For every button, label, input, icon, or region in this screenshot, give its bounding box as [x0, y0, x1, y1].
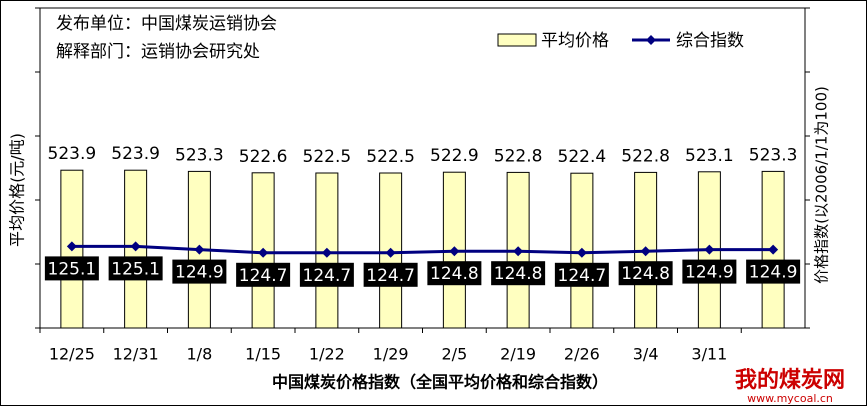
index-marker [385, 247, 396, 258]
legend-label: 综合指数 [676, 31, 744, 51]
label-box [618, 261, 673, 286]
index-marker [66, 241, 77, 252]
x-tick-label: 1/29 [373, 345, 409, 364]
y2-axis-title: 价格指数(以2006/1/1为100) [813, 86, 831, 284]
bar-value-label: 522.4 [558, 147, 607, 167]
index-value-label: 124.7 [303, 266, 352, 286]
bar-value-label: 522.6 [239, 147, 288, 167]
x-tick-label: 2/5 [442, 345, 468, 364]
label-box [172, 259, 227, 284]
bar-value-label: 523.9 [48, 144, 97, 164]
index-marker [321, 247, 332, 258]
header-line: 发布单位：中国煤炭运销协会 [56, 14, 277, 34]
x-tick-label: 1/22 [309, 345, 345, 364]
index-marker [130, 241, 141, 252]
index-value-label: 125.1 [48, 259, 97, 279]
x-tick-label: 1/8 [187, 345, 213, 364]
bar-value-label: 522.8 [621, 146, 670, 166]
index-value-label: 124.8 [494, 264, 543, 284]
bar-value-label: 522.5 [303, 147, 352, 167]
header-line: 解释部门：运销协会研究处 [56, 42, 260, 62]
index-marker [194, 244, 205, 255]
x-tick-label: 2/19 [500, 345, 536, 364]
index-marker [640, 246, 651, 257]
watermark-url: www.mycoal.cn [747, 392, 833, 405]
index-value-label: 124.7 [239, 266, 288, 286]
x-tick-label: 3/4 [633, 345, 659, 364]
index-value-label: 124.9 [685, 263, 734, 283]
index-line [71, 244, 774, 255]
x-tick-label: 1/15 [245, 345, 281, 364]
label-box [682, 259, 737, 284]
index-marker [768, 244, 779, 255]
bar-value-label: 522.8 [494, 146, 543, 166]
bar-value-label: 523.3 [749, 145, 798, 165]
label-box [363, 262, 418, 287]
x-axis-title: 中国煤炭价格指数（全国平均价格和综合指数） [272, 373, 608, 392]
label-box [427, 261, 482, 286]
index-marker [258, 247, 269, 258]
x-tick-label: 12/25 [49, 345, 95, 364]
index-value-label: 124.8 [430, 264, 479, 284]
y-axis-title: 平均价格(元/吨) [8, 133, 27, 247]
label-box [491, 261, 546, 286]
watermark: 我的煤炭网 [735, 367, 845, 393]
index-value-label: 124.7 [366, 266, 415, 286]
bar-value-label: 523.9 [111, 144, 160, 164]
bar-value-label: 522.5 [366, 147, 415, 167]
x-tick-label: 2/26 [564, 345, 600, 364]
index-marker [449, 246, 460, 257]
legend-marker [646, 35, 656, 45]
index-marker [576, 247, 587, 258]
legend-label: 平均价格 [541, 31, 609, 51]
x-tick-label: 3/11 [691, 345, 727, 364]
legend-swatch [497, 33, 537, 47]
index-value-label: 124.8 [621, 264, 670, 284]
bar-value-label: 523.1 [685, 146, 734, 166]
index-value-label: 124.7 [558, 266, 607, 286]
index-marker [704, 244, 715, 255]
label-box [108, 256, 163, 281]
bar-value-label: 523.3 [175, 145, 224, 165]
bar-value-label: 522.9 [430, 146, 479, 166]
label-box [236, 262, 291, 287]
index-value-label: 124.9 [749, 263, 798, 283]
x-tick-label: 12/31 [113, 345, 159, 364]
label-box [554, 262, 609, 287]
label-box [299, 262, 354, 287]
index-marker [513, 246, 524, 257]
plot-area [39, 7, 806, 329]
label-box [44, 256, 99, 281]
index-value-label: 125.1 [111, 259, 160, 279]
index-value-label: 124.9 [175, 263, 224, 283]
label-box [746, 259, 801, 284]
